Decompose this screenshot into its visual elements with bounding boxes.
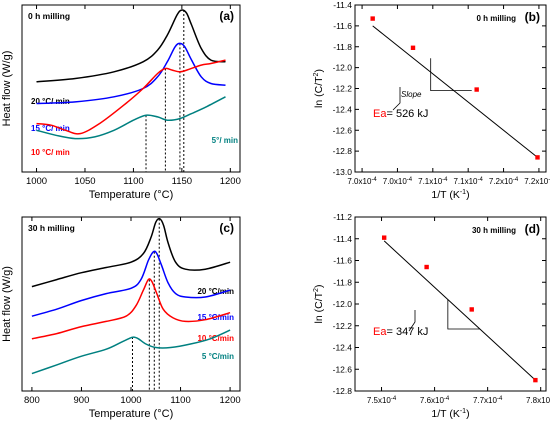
x-axis-label: 1/T (K-1)	[431, 408, 469, 420]
data-point	[410, 45, 416, 50]
series-label: 10 °C/min	[197, 334, 234, 343]
x-tick-label: 1000	[26, 176, 47, 187]
y-tick-label: -12.8	[333, 386, 353, 396]
x-tick-label: 1000	[120, 395, 141, 406]
y-tick-label: -12.2	[333, 84, 353, 94]
x-axis-label: Temperature (°C)	[89, 408, 173, 420]
y-tick-label: -11.4	[333, 0, 352, 10]
x-axis-label: Temperature (°C)	[89, 189, 173, 201]
x-axis-label: 1/T (K-1)	[431, 189, 469, 201]
series-line	[31, 278, 231, 340]
panel-letter: (a)	[219, 9, 234, 23]
annotation-arrow	[408, 310, 416, 332]
data-point	[533, 377, 538, 383]
plot-frame	[354, 216, 547, 392]
y-tick-label: -11.8	[333, 277, 352, 287]
y-tick-label: -12.6	[333, 364, 353, 374]
y-tick-label: -11.6	[333, 256, 352, 266]
x-tick-label: 7.7x10-4	[473, 396, 503, 405]
annotation-arrow	[392, 87, 401, 111]
fit-line	[383, 240, 536, 381]
series-line	[36, 96, 226, 140]
y-axis-label: ln (C/T2)	[313, 285, 325, 324]
series-label: 15 °C/ min	[31, 124, 70, 133]
panel-d-kissinger-plot: 7.5x10-4 7.6x10-4 7.7x10-4 7.8x10-4 -11.2 -11…	[313, 212, 550, 420]
series-label: 10 °C/ min	[31, 148, 70, 157]
series-line	[31, 329, 231, 375]
slope-triangle	[447, 299, 480, 330]
series-label: 5°/ min	[212, 136, 238, 145]
y-axis-label: ln (C/T2)	[313, 69, 325, 108]
activation-energy-label: Ea= 526 kJ	[373, 108, 428, 120]
x-tick-label: 1100	[170, 395, 190, 406]
x-tick-label: 7.2x10-4	[524, 177, 550, 186]
data-point	[535, 155, 540, 160]
y-axis-label: Heat flow (W/g)	[1, 266, 13, 342]
series-line	[36, 42, 226, 105]
panel-letter: (b)	[525, 10, 540, 24]
y-tick-label: -12.4	[333, 343, 353, 353]
slope-triangle	[430, 58, 472, 91]
panel-letter: (d)	[525, 222, 540, 236]
x-tick-label: 7.1x10-4	[418, 177, 448, 186]
y-tick-label: -12.0	[333, 299, 353, 309]
plot-frame	[21, 4, 241, 173]
x-tick-label: 1150	[172, 176, 192, 187]
data-point	[381, 235, 387, 240]
x-tick-label: 1050	[74, 176, 95, 187]
x-tick-label: 1100	[123, 176, 143, 187]
x-tick-label: 7.2x10-4	[489, 177, 519, 186]
y-axis-label: Heat flow (W/g)	[1, 51, 13, 127]
y-tick-label: -12.4	[333, 104, 353, 114]
panel-b-kissinger-plot: 7.0x10-4 7.0x10-4 7.1x10-4 7.1x10-4 7.2x10-4…	[313, 0, 550, 201]
x-tick-label: 7.8x10-4	[526, 396, 550, 405]
y-tick-label: -11.4	[333, 234, 352, 244]
panel-a-dsc-chart: 1000 1050 1100 1150 1200 Temperature (°C) Heat…	[1, 4, 241, 201]
panel-letter: (c)	[219, 221, 234, 235]
data-point	[469, 307, 474, 312]
x-tick-label: 800	[24, 395, 40, 406]
y-tick-label: -12.0	[333, 63, 353, 73]
series-line	[31, 250, 231, 317]
activation-energy-label: Ea= 347 kJ	[373, 326, 428, 338]
y-tick-label: -11.8	[333, 42, 352, 52]
series-label: 20 °C/min	[197, 287, 234, 296]
series-line	[36, 9, 226, 83]
y-tick-label: -13.0	[333, 167, 353, 177]
x-tick-label: 1200	[220, 395, 241, 406]
data-point	[424, 264, 429, 270]
y-tick-label: -12.8	[333, 146, 353, 156]
panel-c-dsc-chart: 800 900 1000 1100 1200 Temperature (°C) Heat f…	[1, 216, 241, 420]
x-tick-label: 7.6x10-4	[420, 396, 450, 405]
y-tick-label: -11.6	[333, 21, 352, 31]
series-line	[36, 59, 226, 135]
panel-title: 0 h milling	[28, 11, 70, 21]
x-tick-label: 7.0x10-4	[347, 177, 377, 186]
y-tick-label: -12.2	[333, 321, 353, 331]
x-tick-label: 1200	[220, 176, 241, 187]
x-tick-label: 900	[74, 395, 90, 406]
data-point	[474, 87, 479, 92]
panel-title: 30 h milling	[472, 226, 516, 235]
x-tick-label: 7.1x10-4	[453, 177, 483, 186]
data-point	[370, 16, 375, 21]
fit-line	[372, 25, 538, 158]
panel-title: 30 h milling	[28, 223, 75, 233]
y-tick-label: -12.6	[333, 125, 353, 135]
x-tick-label: 7.0x10-4	[383, 177, 413, 186]
series-line	[31, 217, 231, 288]
x-tick-label: 7.5x10-4	[367, 396, 397, 405]
panel-title: 0 h milling	[476, 14, 516, 23]
y-tick-label: -11.2	[333, 212, 352, 222]
series-label: 20 °C/ min	[31, 97, 70, 106]
series-label: 5 °C/min	[202, 352, 234, 361]
slope-label: Slope	[401, 90, 422, 99]
